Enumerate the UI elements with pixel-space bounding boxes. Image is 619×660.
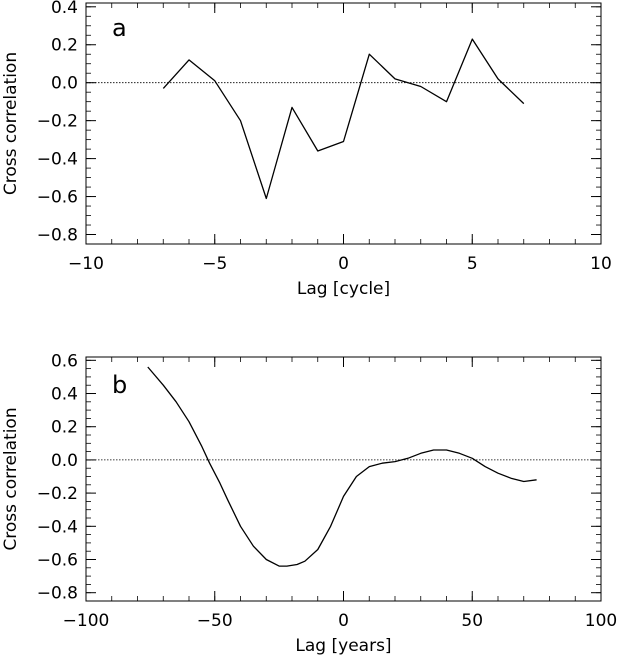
y-tick-label: −0.6 (37, 551, 78, 571)
x-tick-label: −5 (202, 254, 227, 274)
x-tick-label: 100 (585, 611, 617, 631)
y-axis-title: Cross correlation (1, 407, 21, 550)
x-tick-label: −50 (197, 611, 233, 631)
y-tick-label: −0.6 (37, 188, 78, 208)
y-tick-label: −0.2 (37, 112, 78, 132)
y-tick-label: −0.4 (37, 150, 78, 170)
series-line (147, 366, 537, 567)
x-tick-label: 10 (590, 254, 612, 274)
y-tick-label: 0.2 (51, 418, 78, 438)
panel-a: −10 −5 0 5 10 −0.8 −0.6 −0.4 −0.2 0.0 0.2 0.4 Lag [c… (1, 0, 612, 299)
y-tick-label: 0.4 (51, 385, 78, 405)
y-tick-label: 0.6 (51, 351, 78, 371)
panel-letter: a (112, 14, 127, 42)
x-tick-label: −100 (63, 611, 110, 631)
y-tick-label: 0.0 (51, 451, 78, 471)
y-axis-title: Cross correlation (1, 52, 21, 195)
y-tick-label: −0.8 (37, 226, 78, 246)
plot-frame (85, 356, 602, 602)
y-tick-label: −0.4 (37, 517, 78, 537)
panel-b: −100 −50 0 50 100 −0.8 −0.6 −0.4 −0.2 0.0 0.2 0.4 0.… (1, 351, 617, 656)
y-tick-label: −0.8 (37, 584, 78, 604)
y-tick-label: −0.2 (37, 484, 78, 504)
x-axis-title: Lag [cycle] (297, 279, 390, 299)
y-tick-label: 0.2 (51, 36, 78, 56)
panel-letter: b (112, 371, 127, 399)
x-tick-label: 0 (338, 611, 349, 631)
x-tick-label: 50 (461, 611, 483, 631)
plot-frame (85, 2, 602, 245)
x-tick-label: 5 (467, 254, 478, 274)
y-tick-label: 0.0 (51, 74, 78, 94)
y-tick-label: 0.4 (51, 0, 78, 18)
series-line (162, 38, 525, 200)
x-tick-label: −10 (68, 254, 104, 274)
x-axis-title: Lag [years] (295, 636, 391, 656)
x-tick-label: 0 (338, 254, 349, 274)
